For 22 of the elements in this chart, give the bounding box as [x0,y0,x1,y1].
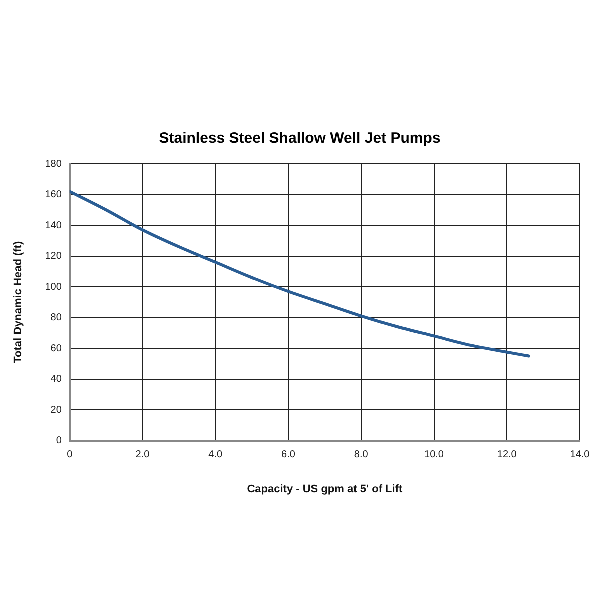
x-tick-label: 4.0 [208,450,224,461]
chart-title: Stainless Steel Shallow Well Jet Pumps [158,130,442,147]
x-tick-label: 10.0 [424,450,444,461]
y-tick-label: 180 [45,158,62,170]
y-tick-label: 40 [50,374,62,386]
y-axis-title: Total Dynamic Head (ft) [12,241,25,364]
x-tick-label: 6.0 [282,450,296,461]
x-tick-label: 0 [67,450,74,461]
y-tick-label: 0 [56,436,62,447]
y-tick-label: 140 [45,220,62,232]
x-axis-title: Capacity - US gpm at 5' of Lift [247,483,403,496]
y-tick-label: 60 [50,343,62,354]
x-tick-label: 8.0 [354,450,369,461]
y-tick-label: 120 [45,251,62,262]
x-tick-label: 12.0 [497,450,518,461]
x-tick-label: 2.0 [136,450,150,461]
y-tick-label: 20 [50,404,62,416]
y-tick-label: 100 [45,282,62,293]
y-tick-label: 160 [45,190,62,201]
y-tick-label: 80 [50,312,62,324]
x-tick-label: 14.0 [570,450,590,461]
line-series [70,190,530,358]
